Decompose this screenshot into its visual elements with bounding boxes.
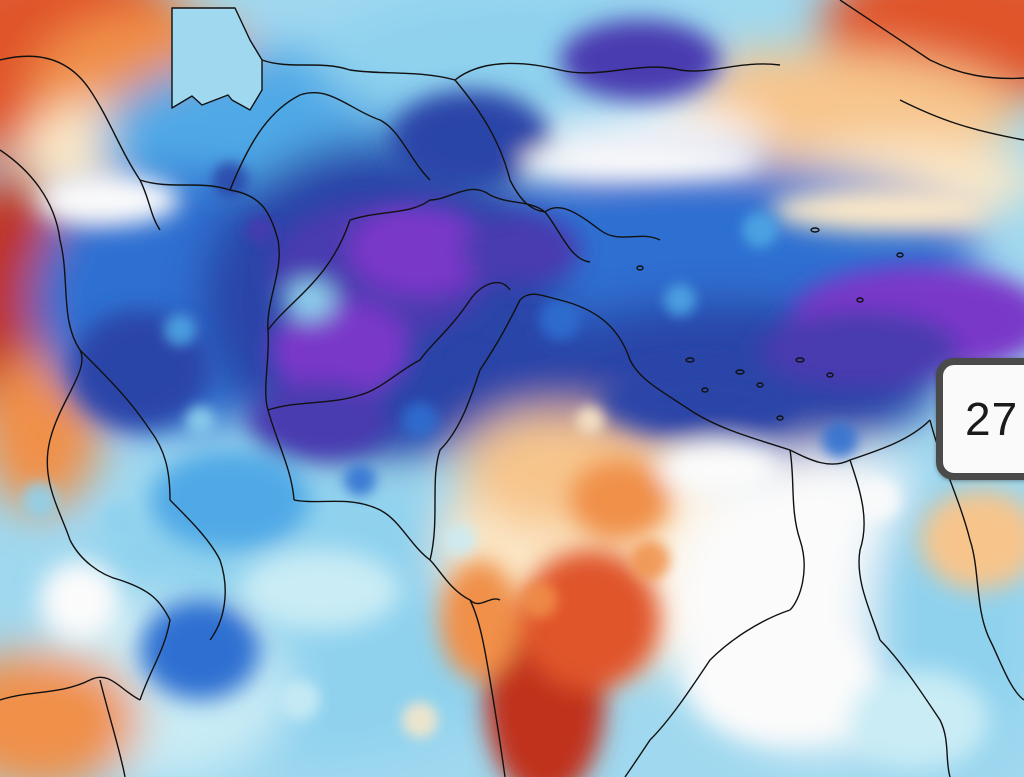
- color-field-detail: [40, 20, 1024, 777]
- value-label-text: 27: [965, 393, 1019, 445]
- value-label-box: 27: [936, 358, 1024, 480]
